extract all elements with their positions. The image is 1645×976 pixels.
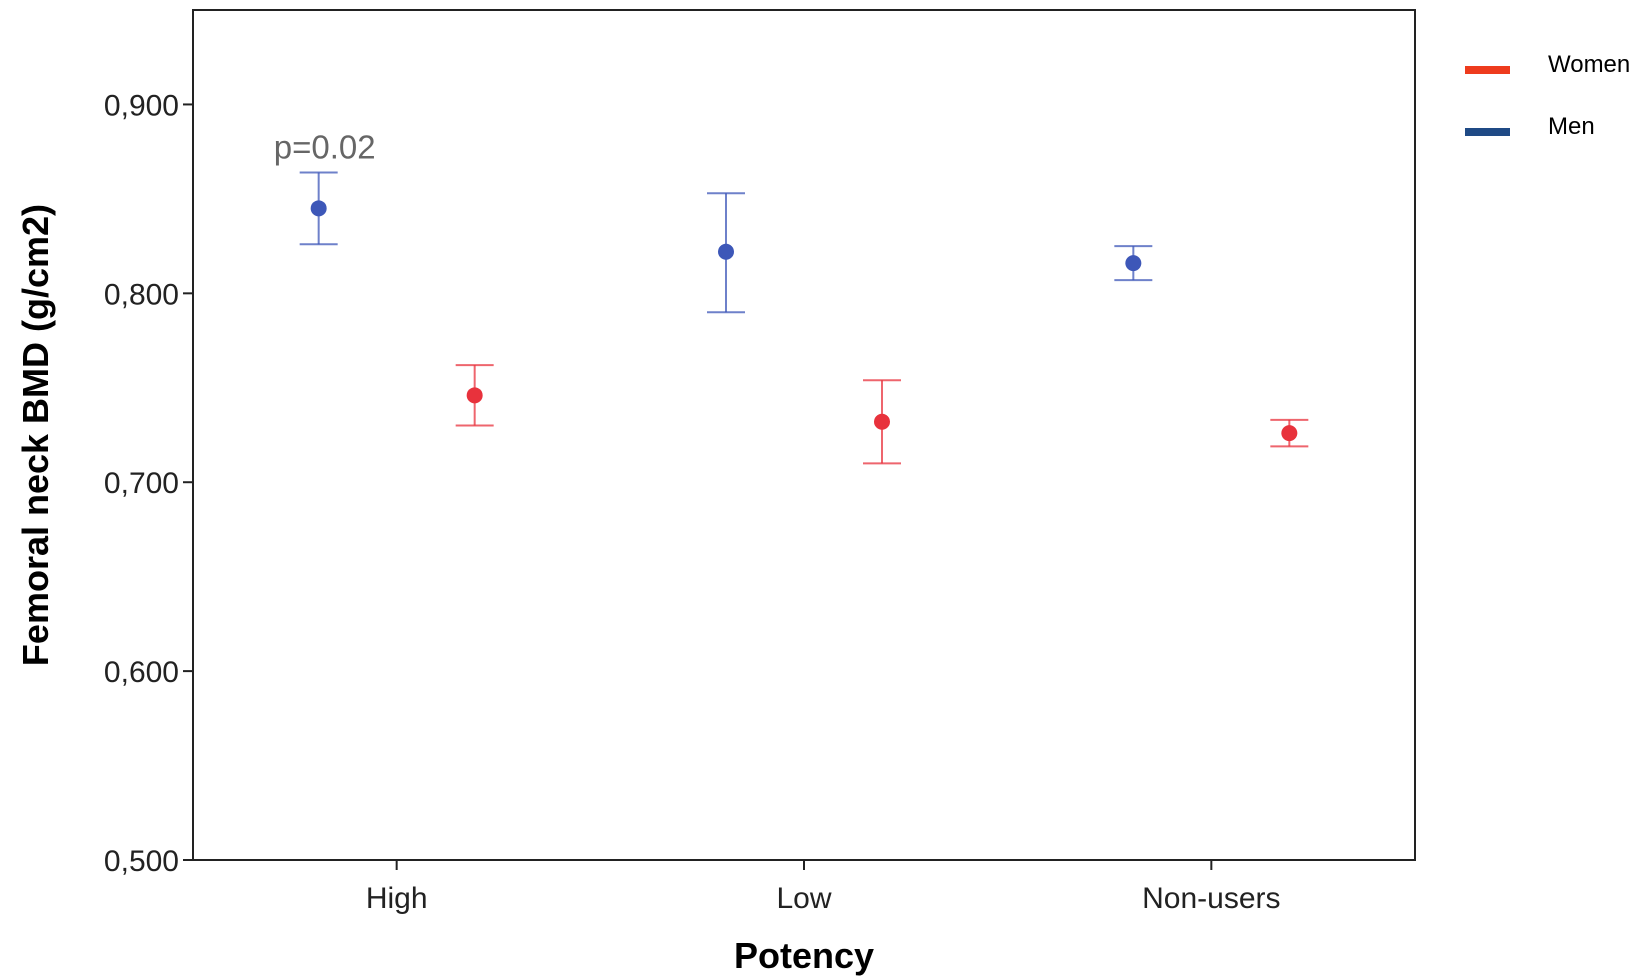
mean-point	[1125, 255, 1142, 272]
legend-item-men: Men	[1465, 113, 1595, 140]
x-tick-label: Low	[776, 882, 831, 915]
y-axis: 0,500 0,600 0,700 0,800 0,900	[104, 89, 193, 878]
x-axis-title: Potency	[734, 935, 874, 976]
legend-swatch	[1465, 128, 1510, 136]
x-tick-label: Non-users	[1142, 882, 1280, 915]
mean-point	[874, 413, 890, 430]
mean-point	[310, 200, 327, 217]
plot-area	[192, 9, 1416, 861]
series-layer	[299, 171, 1309, 465]
mean-point	[1281, 425, 1298, 442]
legend: Women Men	[1465, 51, 1630, 140]
y-tick-label: 0,500	[104, 845, 179, 878]
y-tick-label: 0,600	[104, 656, 179, 689]
legend-label: Women	[1548, 51, 1630, 78]
annotation-layer: p=0.02	[274, 128, 376, 165]
mean-point	[718, 243, 734, 260]
x-tick-label: High	[366, 882, 428, 915]
p-value-annotation: p=0.02	[274, 128, 376, 165]
y-tick-label: 0,800	[104, 278, 179, 311]
y-tick-label: 0,700	[104, 467, 179, 500]
series-women	[455, 364, 1309, 465]
mean-point	[466, 387, 483, 404]
legend-label: Men	[1548, 113, 1595, 140]
legend-item-women: Women	[1465, 51, 1630, 78]
series-men	[299, 171, 1153, 314]
legend-swatch	[1465, 66, 1510, 74]
y-tick-label: 0,900	[104, 89, 179, 122]
y-axis-title: Femoral neck BMD (g/cm2)	[15, 204, 56, 666]
x-axis: High Low Non-users	[366, 860, 1281, 915]
